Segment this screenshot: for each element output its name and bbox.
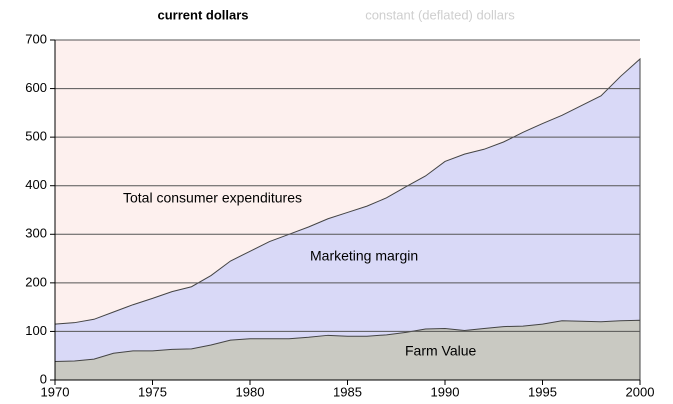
y-tick-label: 500 <box>25 129 47 144</box>
x-tick-label: 1970 <box>41 384 70 399</box>
x-tick-label: 1995 <box>528 384 557 399</box>
area-label: Total consumer expenditures <box>123 190 302 206</box>
tab-current[interactable]: current dollars <box>157 7 248 22</box>
x-tick-label: 1990 <box>431 384 460 399</box>
area <box>54 57 641 381</box>
y-tick-label: 400 <box>25 177 47 192</box>
x-tick-label: 1975 <box>138 384 167 399</box>
area-label: Farm Value <box>405 343 477 359</box>
y-tick-label: 600 <box>25 80 47 95</box>
y-tick-label: 300 <box>25 226 47 241</box>
y-tick-label: 700 <box>25 31 47 46</box>
x-tick-label: 1980 <box>236 384 265 399</box>
x-tick-label: 1985 <box>333 384 362 399</box>
y-tick-label: 100 <box>25 323 47 338</box>
y-tick-label: 200 <box>25 274 47 289</box>
y-tick-label: 0 <box>40 371 47 386</box>
tab-constant[interactable]: constant (deflated) dollars <box>365 7 515 22</box>
x-tick-label: 2000 <box>626 384 655 399</box>
area <box>54 319 641 381</box>
area-label: Marketing margin <box>310 248 418 264</box>
